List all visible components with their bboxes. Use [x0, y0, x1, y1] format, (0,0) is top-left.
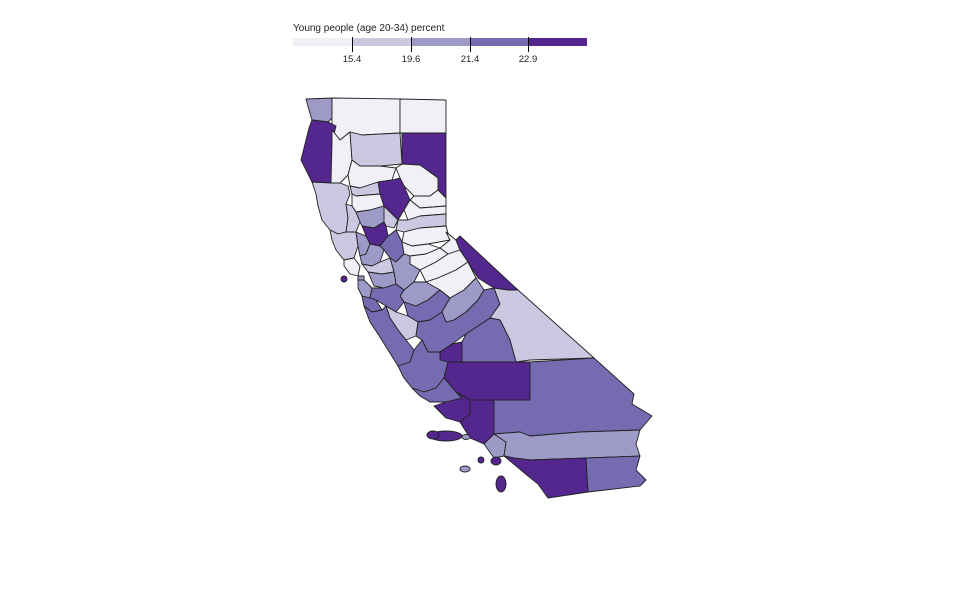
legend-tick-label-3: 21.4: [461, 54, 480, 65]
county-sonoma[interactable]: [329, 229, 359, 261]
island-santa-rosa: [426, 430, 440, 440]
legend-title: Young people (age 20-34) percent: [293, 23, 445, 34]
island-santa-barbara: [477, 456, 485, 464]
legend-tick-label-1: 15.4: [343, 54, 362, 65]
county-del-norte[interactable]: [305, 97, 333, 123]
legend-ticks: [352, 37, 529, 52]
legend-swatch-3: [411, 38, 470, 46]
county-san-francisco[interactable]: [357, 275, 365, 281]
legend-swatch-4: [470, 38, 528, 46]
county-san-mateo[interactable]: [357, 279, 373, 299]
island-farallon: [340, 275, 348, 283]
legend-swatch-2: [352, 38, 411, 46]
legend-tick-label-2: 19.6: [402, 54, 421, 65]
county-lake[interactable]: [345, 203, 361, 233]
island-anacapa: [461, 434, 471, 440]
county-monterey[interactable]: [363, 305, 415, 367]
legend-swatch-5: [528, 38, 587, 46]
county-humboldt[interactable]: [300, 119, 337, 184]
legend-tick-label-4: 22.9: [519, 54, 538, 65]
legend: Young people (age 20-34) percent 15.4 19…: [293, 23, 587, 65]
county-san-diego[interactable]: [503, 455, 589, 499]
county-modoc[interactable]: [399, 98, 447, 134]
county-imperial[interactable]: [585, 455, 647, 493]
county-mendocino[interactable]: [311, 181, 351, 235]
island-san-nicolas: [490, 456, 502, 466]
island-san-clemente: [495, 475, 507, 493]
county-shasta[interactable]: [349, 131, 403, 167]
island-santa-catalina: [459, 465, 471, 473]
legend-swatch-1: [293, 38, 352, 46]
legend-color-bar: [293, 38, 587, 46]
county-marin[interactable]: [343, 257, 361, 277]
county-riverside[interactable]: [493, 429, 641, 461]
